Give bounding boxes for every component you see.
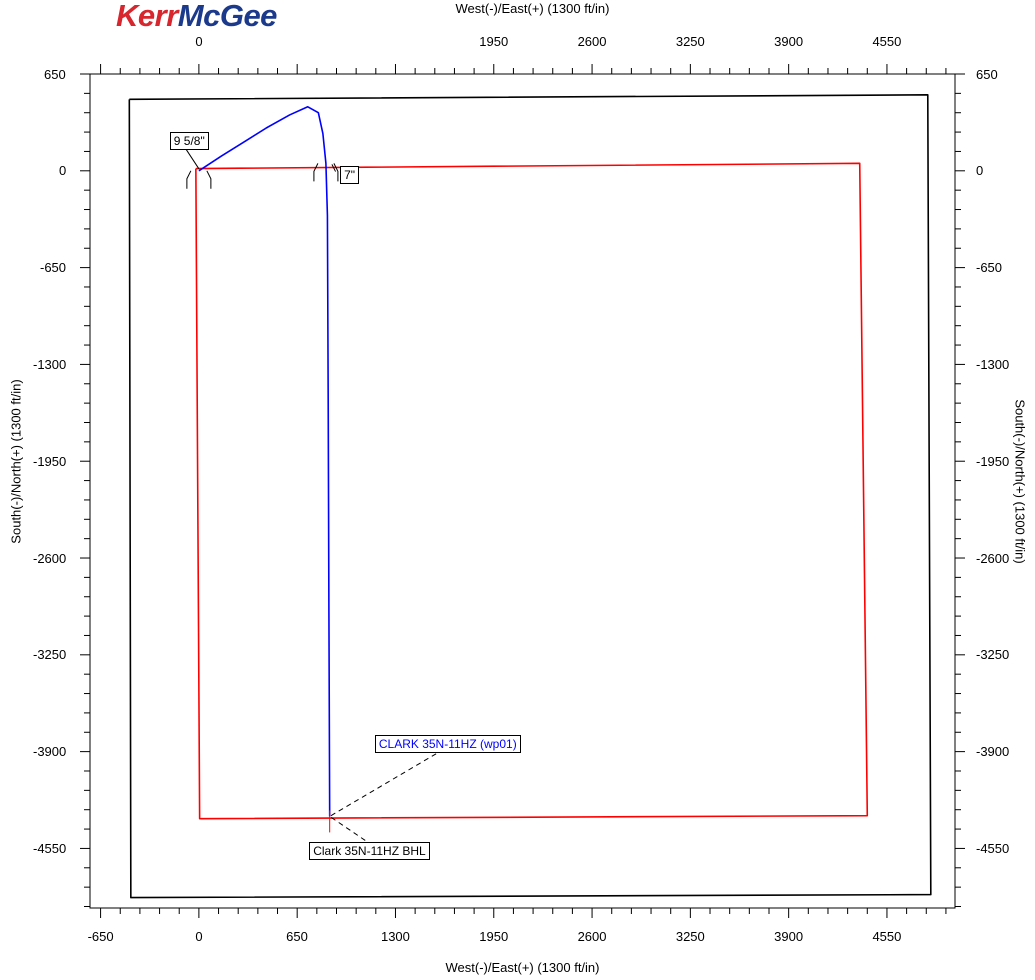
y-tick-label-right: -3250 <box>976 647 1010 663</box>
x-tick-label-top: 2600 <box>577 34 607 49</box>
y-tick-label-right: -650 <box>976 260 1003 276</box>
y-tick-label-left: -2600 <box>33 550 67 566</box>
x-tick-label-bottom: 3900 <box>774 929 804 944</box>
y-tick-label-right: -1300 <box>976 356 1010 372</box>
leader-wp01 <box>329 748 445 817</box>
y-tick-label-left: -1950 <box>33 453 67 469</box>
y-tick-label-left: -3250 <box>33 647 67 663</box>
x-tick-label-top: 3900 <box>774 34 804 49</box>
x-tick-label-top: 1950 <box>479 34 509 49</box>
y-tick-label-left: 650 <box>44 66 66 82</box>
x-tick-label-bottom: 1950 <box>479 929 509 944</box>
y-tick-label-right: -1950 <box>976 453 1010 469</box>
y-axis-title-right: South(-)/North(+) (1300 ft/in) <box>1012 398 1028 564</box>
x-tick-label-bottom: 3250 <box>675 929 705 944</box>
x-axis-title-top: West(-)/East(+) (1300 ft/in) <box>455 1 610 16</box>
leader-bhl <box>329 815 366 841</box>
x-tick-label-top: 3250 <box>675 34 705 49</box>
logo-part-kerr: Kerr <box>116 0 178 33</box>
logo-part-mcgee: McGee <box>177 0 278 33</box>
x-tick-label-bottom: 650 <box>286 929 308 944</box>
series-line-1 <box>195 162 869 820</box>
x-tick-label-top: 0 <box>195 34 203 49</box>
y-tick-label-left: -1300 <box>33 356 67 372</box>
annotation-label-1: 7" <box>340 165 359 184</box>
y-tick-label-left: -3900 <box>33 744 67 760</box>
annotation-label-0: 9 5/8" <box>169 132 209 151</box>
leader-casing-9-5-8 <box>184 147 200 170</box>
annotation-label-3: Clark 35N-11HZ BHL <box>309 842 430 861</box>
x-tick-label-bottom: 1300 <box>380 929 410 944</box>
x-tick-label-bottom: 4550 <box>872 929 902 944</box>
x-tick-label-bottom: -650 <box>87 929 114 944</box>
x-tick-label-top: 4550 <box>872 34 902 49</box>
leader-casing-7 <box>331 164 337 172</box>
axes <box>80 64 965 918</box>
y-tick-label-right: -4550 <box>976 840 1010 856</box>
series-line-2 <box>198 105 331 817</box>
casing-7-marker <box>313 163 339 182</box>
y-tick-label-left: -650 <box>40 260 67 276</box>
y-tick-label-right: 0 <box>976 163 984 179</box>
company-logo: KerrMcGee <box>116 0 277 34</box>
x-tick-label-bottom: 0 <box>195 929 203 944</box>
series-line-0 <box>128 94 932 899</box>
x-tick-label-bottom: 2600 <box>577 929 607 944</box>
casing-9-5-8-marker <box>186 170 212 189</box>
y-tick-label-right: -3900 <box>976 744 1010 760</box>
y-axis-title-left: South(-)/North(+) (1300 ft/in) <box>8 378 24 544</box>
plot-frame <box>89 73 956 909</box>
x-axis-title-bottom: West(-)/East(+) (1300 ft/in) <box>445 960 600 975</box>
y-tick-label-left: 0 <box>59 163 67 179</box>
annotation-label-2: CLARK 35N-11HZ (wp01) <box>374 735 521 754</box>
y-tick-label-left: -4550 <box>33 840 67 856</box>
series-lines <box>128 94 932 899</box>
y-tick-label-right: -2600 <box>976 550 1010 566</box>
annotations <box>184 147 445 841</box>
y-tick-label-right: 650 <box>976 66 998 82</box>
